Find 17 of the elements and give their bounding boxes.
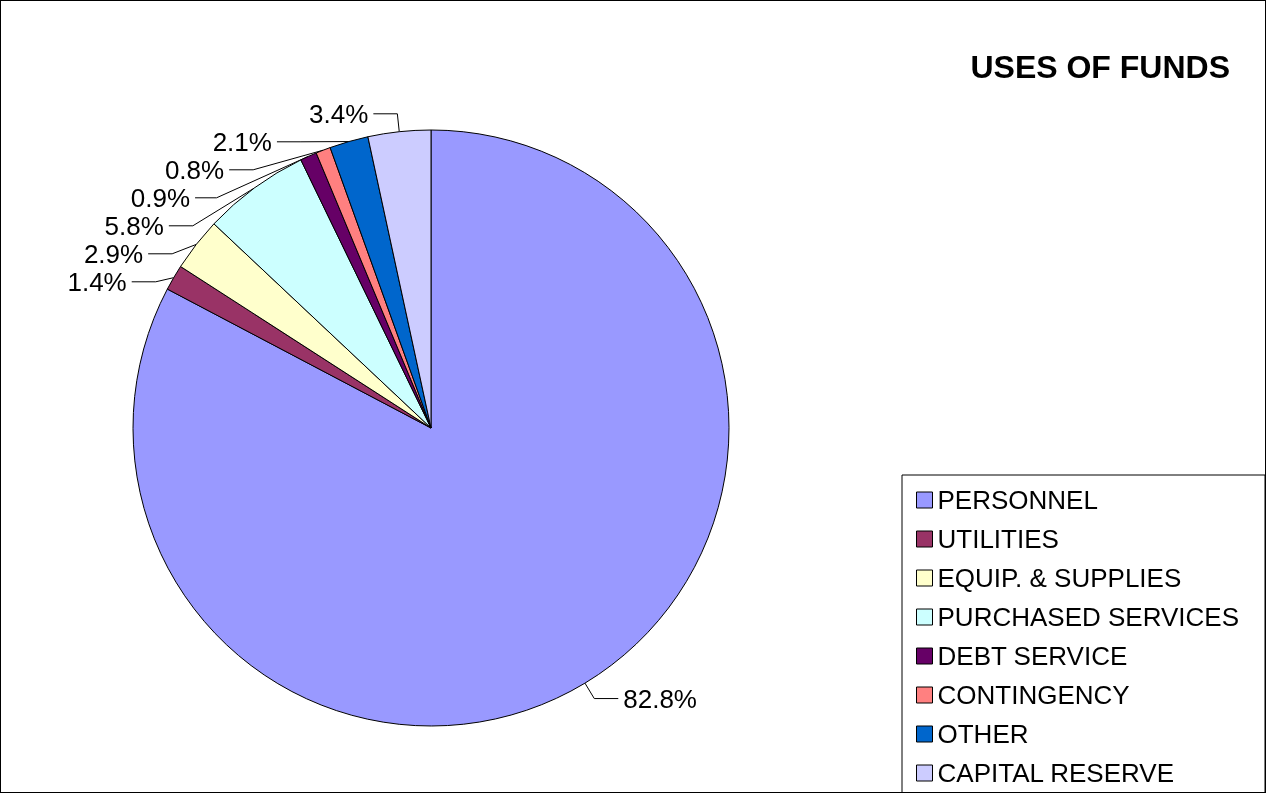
data-label: 82.8%: [623, 683, 697, 714]
legend-label: UTILITIES: [937, 524, 1059, 554]
data-label: 0.9%: [130, 182, 191, 213]
data-label: 5.8%: [104, 210, 164, 241]
legend-label: CAPITAL RESERVE: [937, 758, 1175, 788]
legend-label: OTHER: [937, 719, 1029, 749]
chart-title: USES OF FUNDS: [970, 49, 1230, 85]
legend-label: CONTINGENCY: [937, 680, 1130, 710]
legend-label: EQUIP. & SUPPLIES: [937, 563, 1182, 593]
data-label: 3.4%: [309, 98, 369, 129]
data-label: 2.9%: [83, 238, 144, 269]
legend-label: DEBT SERVICE: [937, 641, 1128, 671]
legend-label: PERSONNEL: [937, 485, 1098, 515]
legend-label: PURCHASED SERVICES: [937, 602, 1240, 632]
data-label: 0.8%: [164, 154, 225, 185]
data-label: 2.1%: [212, 126, 272, 157]
data-label: 1.4%: [67, 266, 127, 297]
